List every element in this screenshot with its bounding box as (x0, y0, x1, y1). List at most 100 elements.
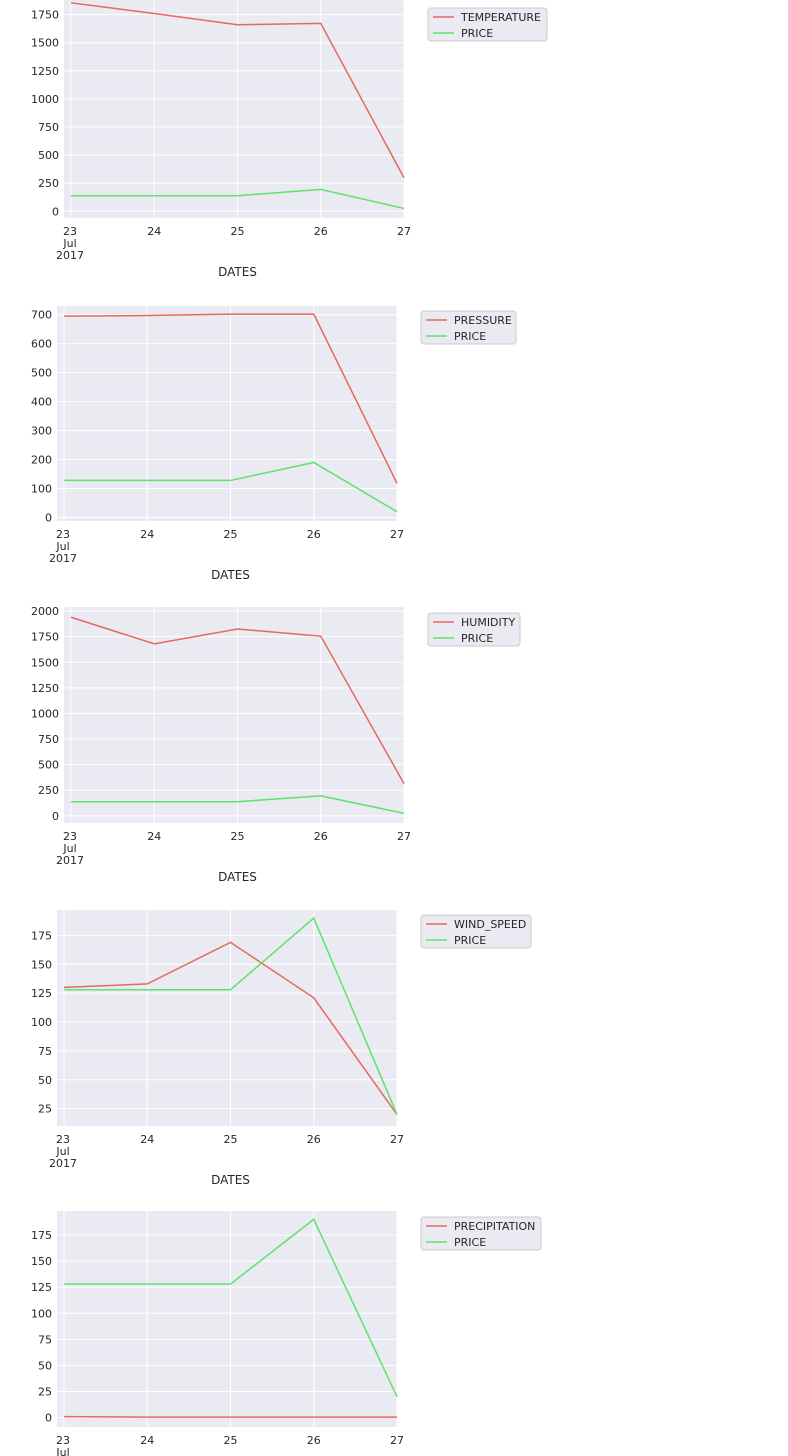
legend-label: PRICE (454, 1236, 486, 1249)
x-tick-label-line: 27 (390, 1434, 404, 1447)
x-tick-label-line: 27 (390, 1133, 404, 1146)
legend: PRECIPITATION PRICE (420, 1216, 542, 1251)
x-tick-label: 24 (140, 1434, 154, 1447)
x-tick-label-line: 2017 (49, 1157, 77, 1170)
x-axis-label: DATES (218, 265, 257, 279)
y-tick-label: 500 (31, 367, 52, 380)
y-tick-label: 0 (45, 512, 52, 525)
chart-1: 0 250 500 750 1000 1250 1500 1750 23 Jul 2017 24 25 2… (31, 0, 548, 279)
y-tick-label: 175 (31, 1229, 52, 1242)
y-tick-label: 150 (31, 958, 52, 971)
x-tick-label: 26 (307, 1434, 321, 1447)
x-tick-label: 27 (397, 830, 411, 843)
y-tick-label: 125 (31, 1281, 52, 1294)
y-tick-label: 175 (31, 929, 52, 942)
y-tick-label: 50 (38, 1074, 52, 1087)
x-axis-label: DATES (218, 870, 257, 884)
x-tick-label-line: Jul (62, 842, 76, 855)
x-tick-label-line: 23 (63, 225, 77, 238)
y-tick-label: 2000 (31, 605, 59, 618)
y-tick-label: 1250 (31, 682, 59, 695)
x-tick-label: 26 (314, 830, 328, 843)
plot-area (64, 607, 404, 823)
y-tick-label: 1750 (31, 631, 59, 644)
x-tick-label-line: 23 (56, 1434, 70, 1447)
x-tick-label-line: Jul (55, 540, 69, 553)
x-tick-label: 25 (231, 225, 245, 238)
x-tick-label: 24 (140, 528, 154, 541)
x-tick-label-line: 27 (397, 830, 411, 843)
y-tick-label: 250 (38, 784, 59, 797)
legend: HUMIDITY PRICE (427, 612, 521, 647)
y-tick-label: 25 (38, 1386, 52, 1399)
x-tick-label: 24 (147, 225, 161, 238)
y-tick-label: 0 (45, 1412, 52, 1425)
y-tick-label: 200 (31, 454, 52, 467)
y-tick-label: 75 (38, 1333, 52, 1346)
y-tick-label: 750 (38, 121, 59, 134)
x-tick-label: 26 (314, 225, 328, 238)
x-tick-label: 25 (224, 1133, 238, 1146)
y-tick-label: 0 (52, 205, 59, 218)
y-tick-label: 25 (38, 1103, 52, 1116)
y-tick-label: 250 (38, 177, 59, 190)
legend-label: PRICE (454, 934, 486, 947)
x-tick-label: 25 (224, 1434, 238, 1447)
x-tick-label-line: 2017 (56, 854, 84, 867)
y-tick-label: 50 (38, 1359, 52, 1372)
chart-2: 0 100 200 300 400 500 600 700 23 Jul 2017 24 25 26 27 D… (31, 306, 517, 582)
x-axis-label: DATES (211, 568, 250, 582)
x-tick-label-line: Jul (55, 1145, 69, 1158)
chart-4: 25 50 75 100 125 150 175 23 Jul 2017 24 25 26 27 DATES… (31, 910, 532, 1187)
legend-label: PRICE (454, 330, 486, 343)
x-tick-label-line: Jul (62, 237, 76, 250)
legend-label: PRICE (461, 27, 493, 40)
x-tick-label: 24 (140, 1133, 154, 1146)
plot-area (64, 0, 404, 218)
y-tick-label: 1750 (31, 9, 59, 22)
legend-label: TEMPERATURE (460, 11, 541, 24)
y-tick-label: 750 (38, 733, 59, 746)
x-tick-label: 25 (224, 528, 238, 541)
y-tick-label: 1250 (31, 65, 59, 78)
y-tick-label: 1500 (31, 656, 59, 669)
x-tick-label: 27 (390, 528, 404, 541)
legend-label: HUMIDITY (461, 616, 515, 629)
x-tick-label-line: 25 (224, 1133, 238, 1146)
legend: TEMPERATURE PRICE (427, 7, 548, 42)
x-tick-label-line: 26 (307, 1133, 321, 1146)
y-tick-label: 600 (31, 338, 52, 351)
y-tick-label: 300 (31, 425, 52, 438)
plot-area (57, 910, 397, 1126)
x-tick-label: 25 (231, 830, 245, 843)
legend-label: PRECIPITATION (454, 1220, 535, 1233)
x-tick-label-line: 26 (307, 1434, 321, 1447)
y-tick-label: 100 (31, 483, 52, 496)
plot-area (57, 306, 397, 521)
x-tick-label-line: 24 (140, 1434, 154, 1447)
x-tick-label-line: 24 (147, 830, 161, 843)
y-tick-label: 150 (31, 1255, 52, 1268)
y-tick-label: 100 (31, 1016, 52, 1029)
y-tick-label: 75 (38, 1045, 52, 1058)
x-tick-label-line: 23 (56, 528, 70, 541)
x-tick-label: 27 (390, 1133, 404, 1146)
x-tick-label-line: Jul (55, 1446, 69, 1456)
chart-5: 025507510012515017523Jul201724252627DATE… (31, 1211, 542, 1456)
y-tick-label: 1000 (31, 93, 59, 106)
x-tick-label-line: 25 (224, 1434, 238, 1447)
x-tick-label-line: 26 (314, 225, 328, 238)
x-tick-label-line: 24 (140, 528, 154, 541)
legend-label: WIND_SPEED (454, 918, 526, 931)
series-line-precipitation (63, 1415, 397, 1418)
x-tick-label-line: 26 (307, 528, 321, 541)
x-tick-label: 24 (147, 830, 161, 843)
x-tick-label-line: 25 (224, 528, 238, 541)
x-tick-label-line: 23 (56, 1133, 70, 1146)
